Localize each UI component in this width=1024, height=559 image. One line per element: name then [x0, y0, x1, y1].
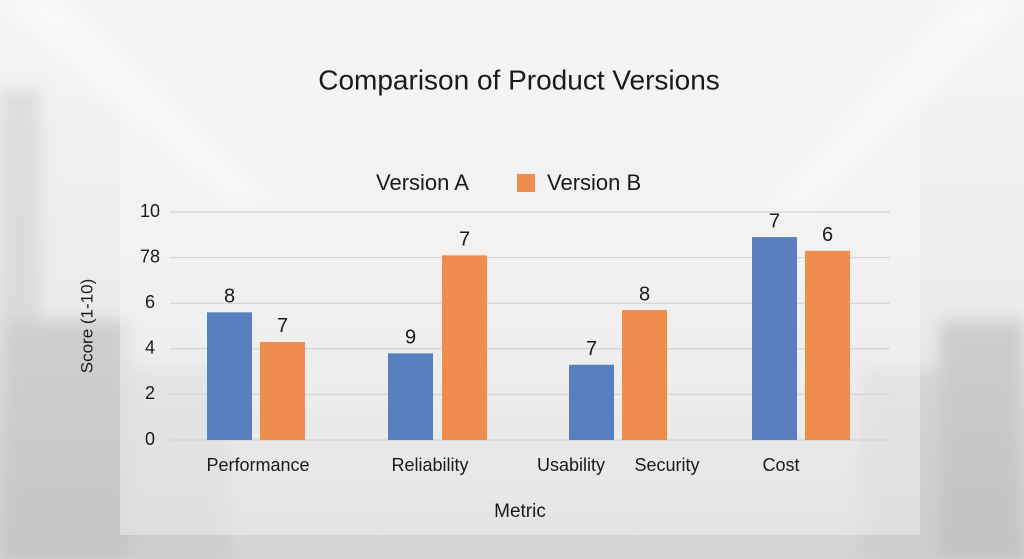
bar-annotation: 6	[822, 224, 833, 246]
bar-annotation: 9	[405, 327, 416, 349]
x-axis-label: Metric	[494, 501, 546, 522]
x-tick-label: Cost	[762, 455, 799, 475]
bar	[388, 353, 433, 440]
x-tick-label: Security	[634, 455, 699, 475]
legend-label: Version A	[376, 170, 469, 195]
y-tick-label: 4	[145, 338, 155, 358]
y-tick-label: 2	[145, 383, 155, 403]
bar	[442, 255, 487, 440]
x-tick-label: Reliability	[391, 455, 468, 475]
bar	[752, 237, 797, 440]
bar-annotation: 7	[769, 210, 780, 232]
bar-annotation: 7	[586, 338, 597, 360]
x-tick-label: Performance	[206, 455, 309, 475]
legend-swatch	[517, 174, 535, 192]
chart-title: Comparison of Product Versions	[318, 64, 720, 95]
y-tick-label: 78	[140, 246, 160, 266]
bar	[569, 364, 614, 440]
bar	[207, 312, 252, 440]
y-axis-label: Score (1-10)	[77, 279, 96, 373]
bar-annotation: 7	[459, 229, 470, 251]
y-tick-label: 6	[145, 292, 155, 312]
legend-label: Version B	[547, 170, 641, 195]
bar-annotation: 8	[224, 286, 235, 308]
bar-annotation: 8	[639, 283, 650, 305]
bar	[260, 341, 305, 440]
bar	[622, 310, 667, 440]
y-tick-label: 10	[140, 201, 160, 221]
x-tick-label: Usability	[537, 455, 605, 475]
bar	[805, 250, 850, 440]
y-tick-label: 0	[145, 429, 155, 449]
bar-annotation: 7	[277, 315, 288, 337]
